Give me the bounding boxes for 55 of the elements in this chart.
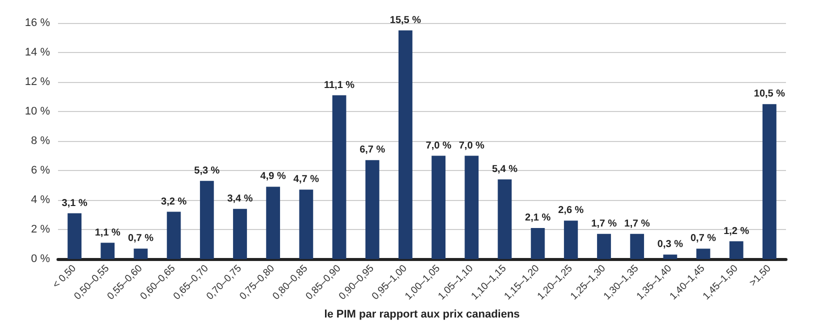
data-label: 15,5 % <box>390 14 422 26</box>
bar <box>564 220 578 259</box>
y-tick-label: 4 % <box>31 194 50 206</box>
data-label: 2,6 % <box>558 205 584 216</box>
y-tick-label: 8 % <box>31 135 50 147</box>
data-label: 4,7 % <box>293 174 320 186</box>
bar <box>398 30 412 259</box>
bar <box>100 242 115 259</box>
data-label: 3,1 % <box>62 198 88 209</box>
y-tick-label: 10 % <box>24 106 50 118</box>
bar <box>233 208 247 259</box>
data-label: 3,4 % <box>227 193 253 204</box>
y-tick-label: 12 % <box>24 76 50 88</box>
data-label: 11,1 % <box>324 80 355 91</box>
y-tick-label: 6 % <box>31 164 50 176</box>
bar <box>365 160 380 259</box>
data-label: 1,7 % <box>591 218 617 230</box>
y-tick-label: 16 % <box>24 17 50 29</box>
data-label: 0,7 % <box>128 233 154 244</box>
data-label: 2,1 % <box>525 212 551 224</box>
data-label: 1,7 % <box>624 218 650 230</box>
bar <box>464 156 479 259</box>
y-tick-label: 14 % <box>24 46 50 58</box>
data-label: 5,3 % <box>194 165 220 176</box>
bar <box>166 212 181 259</box>
bar <box>68 213 82 259</box>
bar <box>200 180 214 259</box>
y-tick-label: 2 % <box>31 224 50 236</box>
x-axis-title: le PIM par rapport aux prix canadiens <box>324 308 520 321</box>
data-label: 5,4 % <box>492 164 518 175</box>
bar <box>530 228 545 259</box>
bar <box>696 248 710 259</box>
bar <box>729 241 744 259</box>
data-label: 1,2 % <box>724 226 750 237</box>
data-label: 0,7 % <box>690 233 716 244</box>
data-label: 3,2 % <box>161 196 187 208</box>
bar <box>134 248 148 259</box>
data-label: 6,7 % <box>360 144 386 156</box>
bar <box>498 179 512 259</box>
bar <box>630 234 644 259</box>
data-label: 7,0 % <box>458 140 485 152</box>
data-label: 1,1 % <box>94 227 121 238</box>
bar <box>332 95 346 259</box>
data-label: 4,9 % <box>260 171 286 182</box>
y-tick-label: 0 % <box>31 253 50 265</box>
bar <box>299 190 314 259</box>
data-label: 0,3 % <box>657 239 684 250</box>
data-label: 7,0 % <box>426 140 452 152</box>
bar <box>432 156 446 259</box>
bar <box>762 104 776 259</box>
bar <box>266 186 280 259</box>
data-label: 10,5 % <box>754 88 786 100</box>
x-tick-label: < 0,50 <box>50 262 79 291</box>
bar <box>597 234 611 259</box>
bar <box>663 254 678 259</box>
